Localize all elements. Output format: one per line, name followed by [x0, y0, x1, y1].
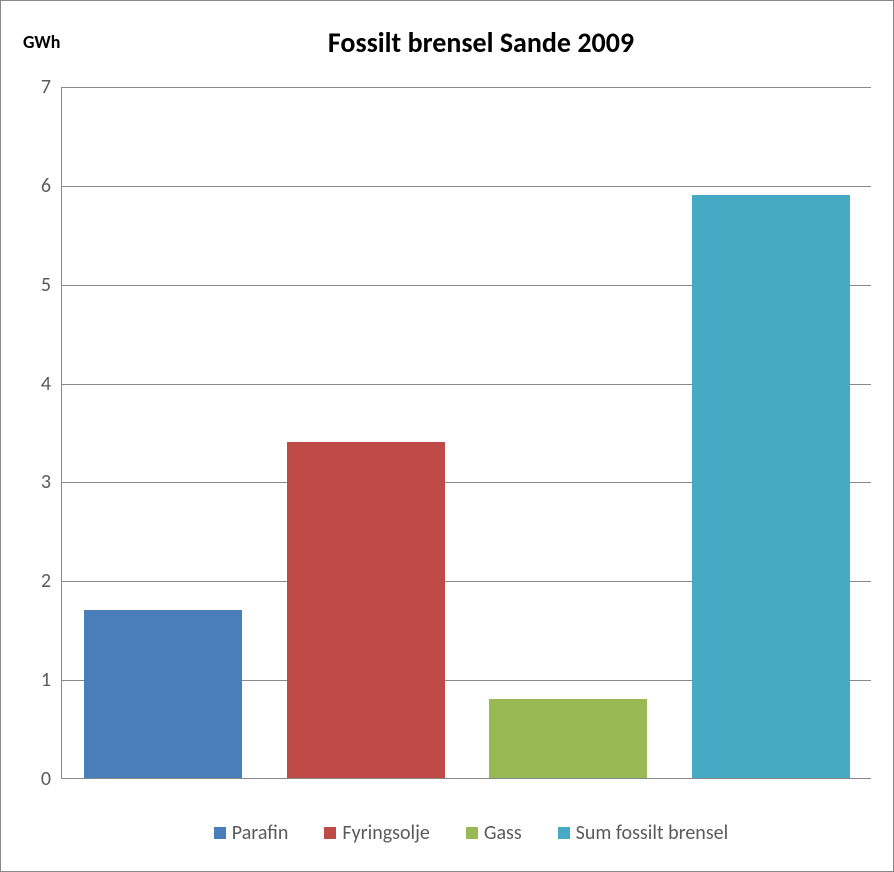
chart-container: GWh Fossilt brensel Sande 2009 Parafin Fy… — [0, 0, 894, 872]
y-tick-label: 7 — [1, 75, 51, 99]
y-tick-label: 1 — [1, 668, 51, 692]
legend-label: Fyringsolje — [342, 821, 429, 845]
legend-swatch — [558, 827, 570, 839]
y-tick-label: 0 — [1, 767, 51, 791]
y-tick-label: 6 — [1, 174, 51, 198]
chart-title: Fossilt brensel Sande 2009 — [281, 25, 681, 60]
legend-item: Parafin — [214, 821, 289, 845]
bar — [489, 699, 647, 778]
gridline — [62, 87, 871, 88]
legend-swatch — [214, 827, 226, 839]
legend-label: Sum fossilt brensel — [576, 821, 729, 845]
y-tick-label: 3 — [1, 470, 51, 494]
legend-label: Gass — [484, 821, 522, 845]
y-axis-title: GWh — [23, 31, 60, 53]
legend-swatch — [324, 827, 336, 839]
bar — [692, 195, 850, 778]
legend-item: Fyringsolje — [324, 821, 429, 845]
y-tick-label: 2 — [1, 569, 51, 593]
plot-area — [61, 87, 871, 779]
legend: Parafin Fyringsolje Gass Sum fossilt brense… — [91, 813, 851, 853]
legend-label: Parafin — [232, 821, 289, 845]
bar — [84, 610, 242, 778]
bar — [287, 442, 445, 778]
y-tick-label: 5 — [1, 273, 51, 297]
gridline — [62, 186, 871, 187]
legend-swatch — [466, 827, 478, 839]
legend-item: Sum fossilt brensel — [558, 821, 729, 845]
y-tick-label: 4 — [1, 372, 51, 396]
legend-item: Gass — [466, 821, 522, 845]
